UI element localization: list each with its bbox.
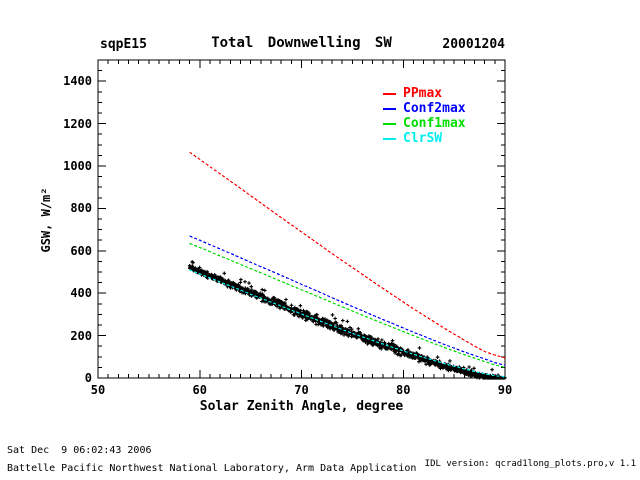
legend-label: PPmax: [403, 86, 443, 101]
curve-conf2max: [189, 235, 506, 366]
chart-title: Total Downwelling SW: [211, 35, 392, 51]
legend-item-clrsw: ClrSW: [383, 131, 466, 146]
legend-item-conf2max: Conf2max: [383, 101, 466, 116]
y-tick-label: 600: [70, 243, 92, 258]
y-tick-label: 1400: [63, 74, 92, 89]
x-tick-label: 80: [396, 383, 411, 397]
x-tick-label: 70: [294, 383, 309, 397]
y-tick-label: 0: [84, 371, 92, 385]
legend-line-swatch: [383, 122, 396, 125]
legend-line-swatch: [383, 137, 396, 140]
legend-label: Conf2max: [403, 101, 466, 116]
curve-ppmax: [189, 151, 506, 359]
date-label: 20001204: [442, 37, 505, 52]
organization-credit: Battelle Pacific Northwest National Labo…: [7, 463, 417, 474]
legend-item-ppmax: PPmax: [383, 86, 466, 101]
legend-label: ClrSW: [403, 131, 443, 146]
legend: PPmax Conf2max Conf1max ClrSW: [383, 86, 466, 146]
x-axis-title: Solar Zenith Angle, degree: [199, 399, 404, 414]
axis-ticks: [97, 59, 506, 379]
site-label: sqpE15: [100, 37, 147, 52]
y-tick-label: 400: [70, 286, 92, 301]
y-tick-label: 1000: [63, 159, 92, 173]
idl-version-line: IDL version: qcrad1long_plots.pro,v 1.1: [424, 459, 636, 469]
legend-item-conf1max: Conf1max: [383, 116, 466, 131]
curve-conf1max: [189, 242, 506, 368]
curve-clrsw: [189, 269, 506, 378]
y-tick-label: 200: [70, 328, 92, 343]
measured-gsw-scatter: [187, 260, 507, 380]
y-tick-label: 800: [70, 201, 92, 216]
x-tick-label: 50: [90, 383, 106, 397]
y-axis-title: GSW, W/m²: [39, 187, 53, 253]
legend-line-swatch: [383, 92, 396, 95]
plot-timestamp: Sat Dec 9 06:02:43 2006: [7, 445, 152, 456]
legend-line-swatch: [383, 107, 396, 110]
version-info-block: IDL version: qcrad1long_plots.pro,v 1.1 …: [354, 441, 636, 480]
legend-label: Conf1max: [403, 116, 466, 131]
y-tick-label: 1200: [63, 116, 92, 131]
x-tick-label: 90: [497, 383, 513, 397]
x-tick-label: 60: [192, 383, 207, 397]
